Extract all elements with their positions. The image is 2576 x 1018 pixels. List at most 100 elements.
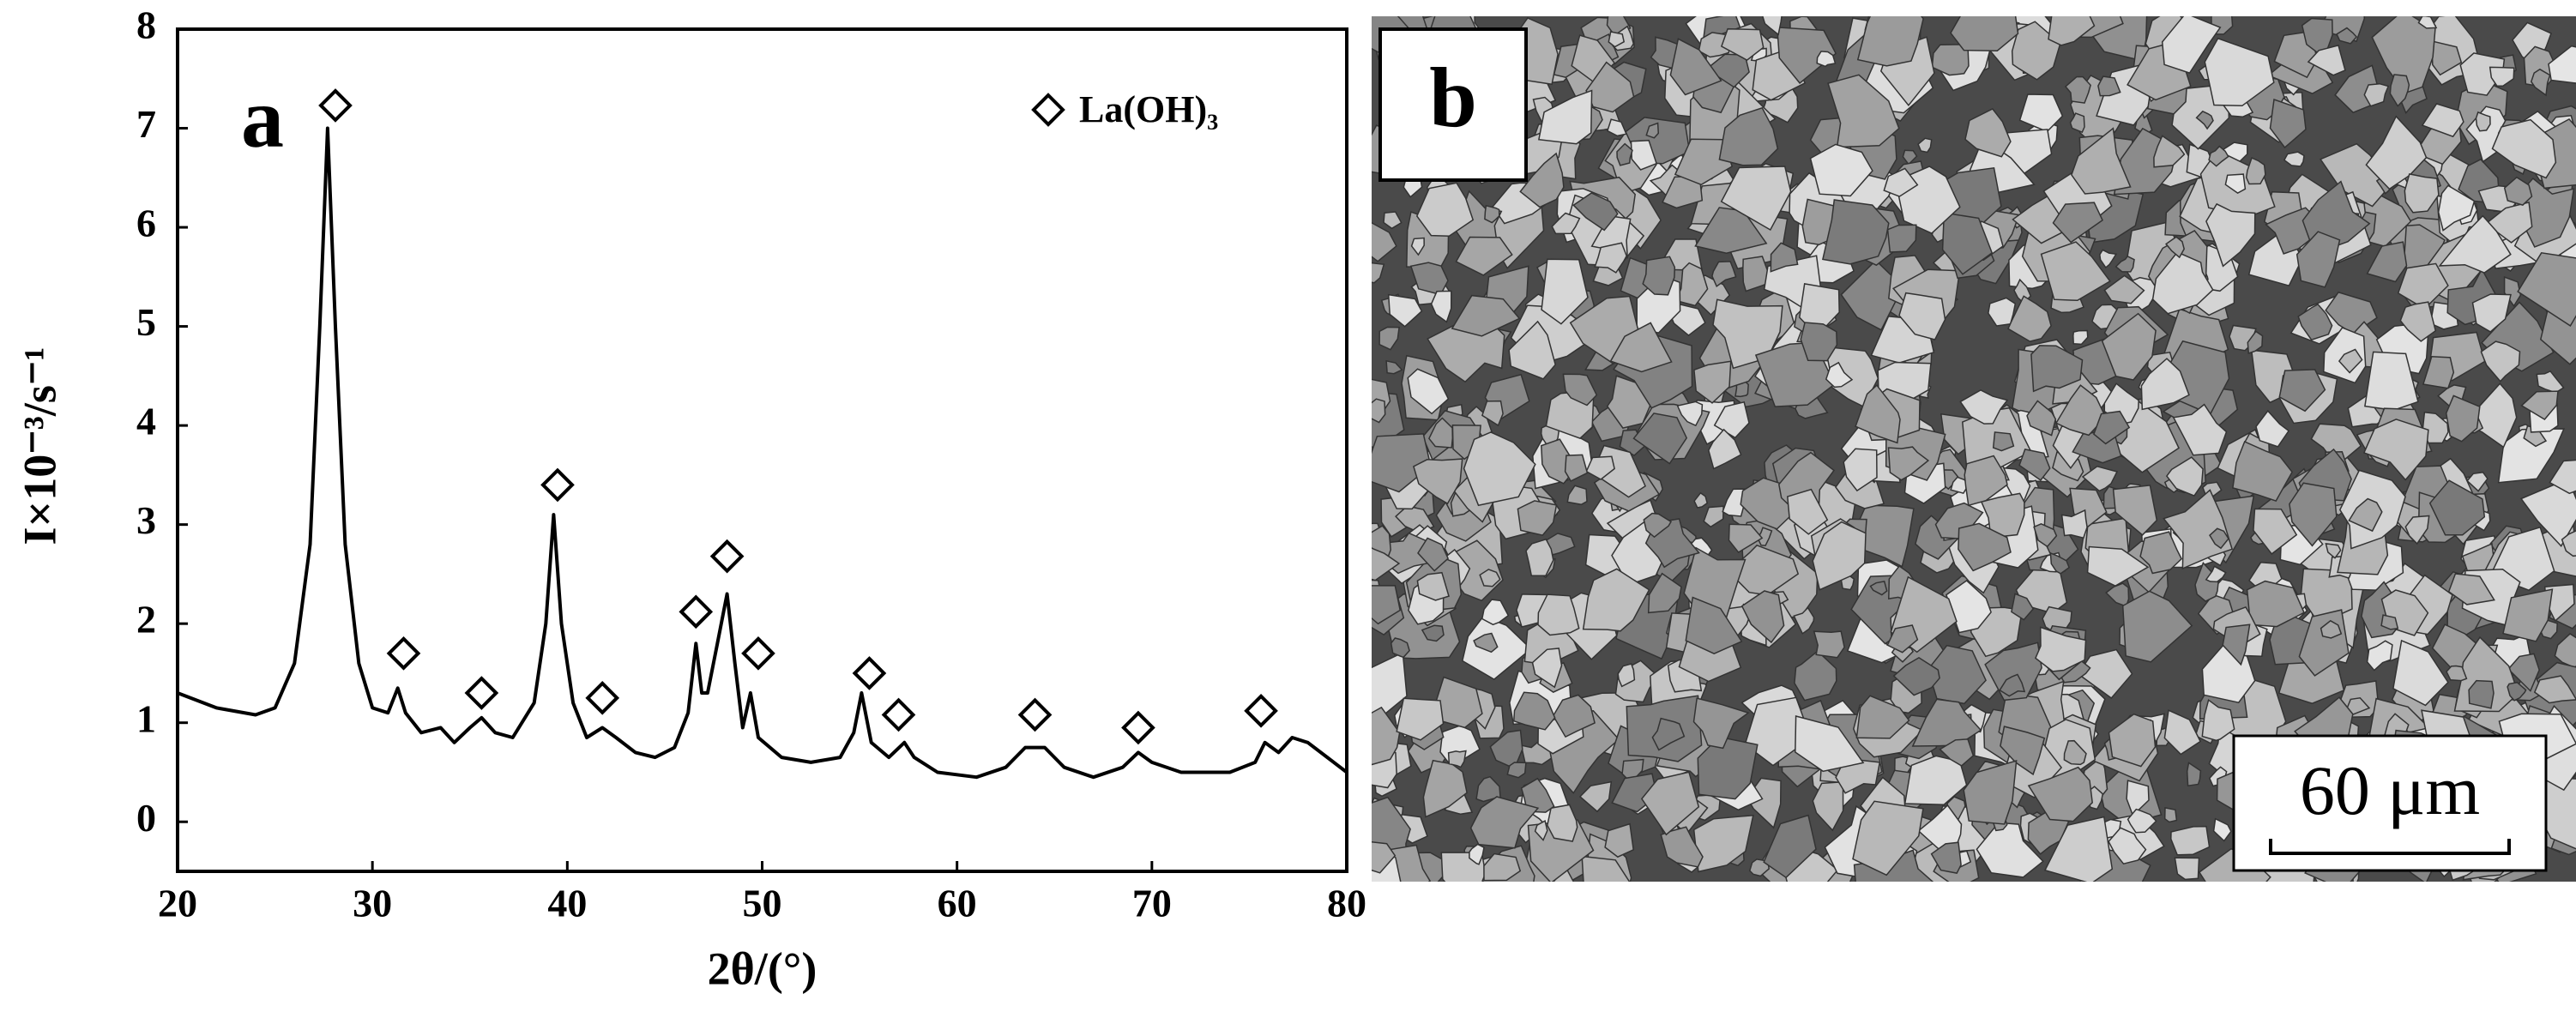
sem-particle bbox=[1519, 152, 1565, 208]
sem-particle bbox=[2205, 565, 2227, 583]
sem-particle bbox=[1383, 211, 1403, 230]
peak-marker bbox=[386, 636, 421, 671]
peak-marker bbox=[540, 467, 575, 503]
sem-particle bbox=[2108, 827, 2147, 865]
sem-particle bbox=[1385, 359, 1403, 375]
sem-particle bbox=[1572, 192, 1619, 232]
sem-particle bbox=[1417, 537, 1450, 572]
sem-particle bbox=[2269, 98, 2307, 149]
sem-particle bbox=[1430, 676, 1483, 729]
sem-particle bbox=[1481, 400, 1504, 427]
y-tick-label: 8 bbox=[136, 3, 156, 47]
sem-particle bbox=[1852, 800, 1924, 876]
sem-particle bbox=[1520, 777, 1555, 813]
sem-particle bbox=[2366, 640, 2393, 672]
xrd-curve bbox=[177, 126, 1348, 780]
sem-particle bbox=[2507, 653, 2541, 692]
sem-particle bbox=[1963, 759, 2018, 825]
sem-particle bbox=[1378, 326, 1400, 351]
sem-particle bbox=[2205, 202, 2256, 268]
sem-particle bbox=[2232, 440, 2293, 503]
sem-particle bbox=[2040, 241, 2111, 302]
sem-particle bbox=[2163, 489, 2234, 570]
sem-particle bbox=[2297, 303, 2333, 341]
peak-marker bbox=[1244, 694, 1278, 728]
x-tick-label: 80 bbox=[1327, 882, 1366, 925]
sem-particle bbox=[2195, 110, 2214, 130]
sem-particle bbox=[2417, 16, 2438, 29]
sem-particle bbox=[2530, 68, 2551, 97]
sem-particle bbox=[2421, 103, 2464, 138]
sem-particle bbox=[2365, 115, 2428, 190]
sem-particle bbox=[1479, 569, 1501, 587]
sem-particle bbox=[2086, 545, 2150, 587]
sem-particle bbox=[2320, 619, 2343, 639]
sem-particle bbox=[2380, 614, 2399, 630]
sem-particle bbox=[2172, 403, 2228, 456]
sem-particle bbox=[2445, 395, 2481, 443]
sem-particle bbox=[1475, 775, 1502, 803]
sem-particle bbox=[2026, 400, 2057, 437]
sem-particle bbox=[1976, 822, 2044, 878]
sem-particle bbox=[2186, 762, 2202, 787]
sem-particle bbox=[2325, 543, 2342, 559]
sem-particle bbox=[2209, 527, 2229, 550]
sem-particle bbox=[1843, 448, 1878, 492]
sem-particle bbox=[2247, 330, 2264, 355]
sem-particle bbox=[1372, 433, 1432, 493]
sem-particle bbox=[2222, 623, 2251, 666]
sem-particle bbox=[2170, 825, 2211, 856]
sem-particle bbox=[1606, 118, 1627, 137]
sem-particle bbox=[2438, 214, 2512, 274]
sem-particle bbox=[1763, 814, 1817, 879]
sem-particle bbox=[1812, 521, 1867, 591]
xrd-panel: 20 30 40 50 60 70 80 0 1 2 3 4 5 6 7 8 2θ/(°) I×10⁻³/s⁻¹ a… bbox=[14, 3, 1366, 995]
sem-particle bbox=[1428, 417, 1454, 449]
sem-particle bbox=[2283, 151, 2305, 167]
sem-particle bbox=[1481, 599, 1510, 626]
y-tick-label: 1 bbox=[136, 696, 156, 740]
sem-particle bbox=[2163, 806, 2178, 823]
sem-particle bbox=[2404, 515, 2430, 545]
sem-particle bbox=[1740, 590, 1785, 644]
sem-particle bbox=[1396, 697, 1445, 741]
sem-particle bbox=[1473, 632, 1499, 654]
sem-particle bbox=[1728, 523, 1764, 553]
sem-particle bbox=[2392, 639, 2449, 707]
sem-particle bbox=[1387, 293, 1423, 328]
sem-particle bbox=[2049, 551, 2071, 575]
sem-particle bbox=[1513, 691, 1556, 731]
sem-particle bbox=[1950, 16, 2019, 51]
sem-particle bbox=[1718, 106, 1779, 166]
sem-particle bbox=[1547, 804, 1578, 842]
sem-particle bbox=[1685, 596, 1743, 655]
plot-frame bbox=[176, 27, 1348, 873]
sem-particle bbox=[1720, 27, 1765, 61]
sem-particle bbox=[2052, 202, 2103, 244]
sem-particle bbox=[1525, 538, 1554, 577]
y-tick-label: 7 bbox=[136, 102, 156, 146]
sem-particle bbox=[2165, 236, 2186, 259]
sem-particle bbox=[1669, 38, 1722, 96]
sem-particle bbox=[1585, 61, 1635, 113]
sem-particle bbox=[2466, 471, 2489, 492]
sem-particle bbox=[1762, 16, 1783, 36]
sem-particle bbox=[2404, 173, 2440, 214]
sem-particle bbox=[1821, 199, 1890, 265]
sem-particle bbox=[1469, 843, 1485, 865]
sem-particle bbox=[1869, 581, 1888, 596]
sem-particle bbox=[2212, 817, 2232, 842]
sem-particle bbox=[1786, 488, 1829, 535]
sem-particle bbox=[2489, 66, 2515, 87]
sem-particle bbox=[1999, 673, 2026, 697]
sem-particle bbox=[2289, 482, 2338, 547]
sem-particle bbox=[1930, 841, 1962, 874]
sem-particle bbox=[1692, 697, 1750, 750]
sem-particle bbox=[1585, 455, 1615, 480]
sem-particle bbox=[2043, 816, 2114, 882]
sem-particle bbox=[2503, 176, 2533, 206]
sem-particle bbox=[1992, 431, 2015, 452]
sem-particle bbox=[1447, 750, 1467, 768]
sem-particle bbox=[1770, 242, 1799, 273]
sem-particle bbox=[1413, 458, 1463, 505]
